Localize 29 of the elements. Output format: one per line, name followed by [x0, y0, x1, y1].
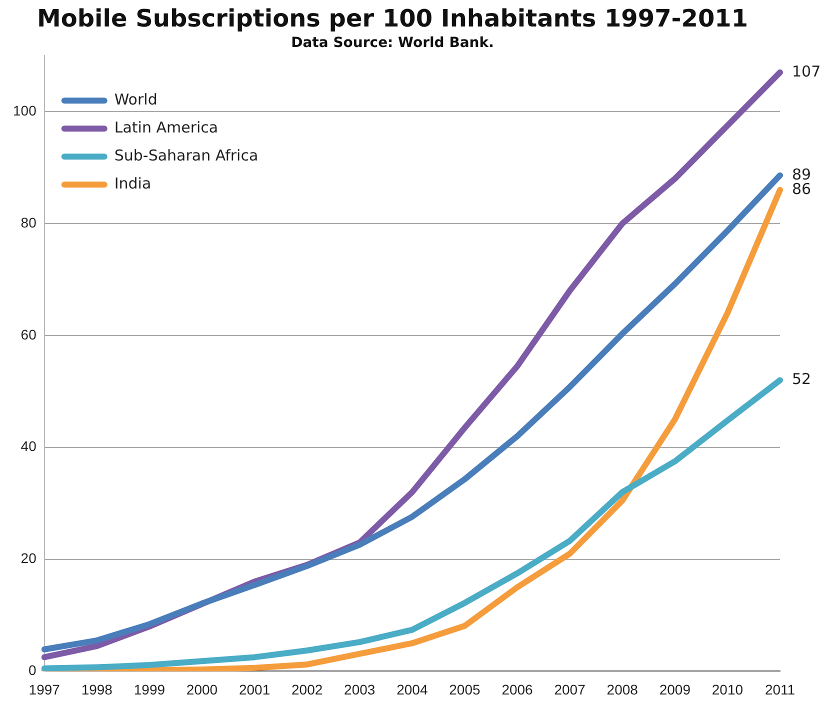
x-tick-label: 2009: [659, 681, 691, 698]
legend-label: World: [114, 90, 158, 108]
x-tick-label: 1997: [28, 681, 60, 698]
y-tick-label: 40: [20, 438, 37, 454]
chart-subtitle: Data Source: World Bank.: [291, 34, 494, 51]
legend-label: India: [114, 174, 152, 192]
y-tick-label: 20: [20, 550, 37, 566]
x-tick-label: 2004: [396, 681, 428, 698]
x-tick-label: 2001: [238, 681, 270, 698]
x-tick-label: 2000: [186, 681, 218, 698]
x-tick-label: 1999: [134, 681, 166, 698]
x-tick-label: 2005: [449, 681, 481, 698]
x-tick-label: 2007: [554, 681, 586, 698]
x-tick-label: 1998: [81, 681, 113, 698]
x-tick-label: 2011: [764, 681, 796, 698]
y-tick-label: 0: [28, 662, 37, 678]
legend-label: Latin America: [114, 118, 218, 136]
y-tick-label: 100: [13, 102, 37, 118]
x-tick-label: 2003: [344, 681, 376, 698]
x-tick-label: 2010: [712, 681, 744, 698]
data-label: 52: [792, 370, 812, 388]
y-tick-label: 80: [20, 214, 37, 230]
legend-label: Sub-Saharan Africa: [114, 146, 258, 164]
y-tick-label: 60: [20, 326, 37, 342]
x-tick-label: 2006: [502, 681, 534, 698]
x-tick-label: 2002: [292, 681, 323, 698]
x-tick-label: 2008: [606, 681, 638, 698]
data-label: 107: [792, 62, 821, 80]
chart-title: Mobile Subscriptions per 100 Inhabitants 1997-2011: [36, 4, 748, 33]
